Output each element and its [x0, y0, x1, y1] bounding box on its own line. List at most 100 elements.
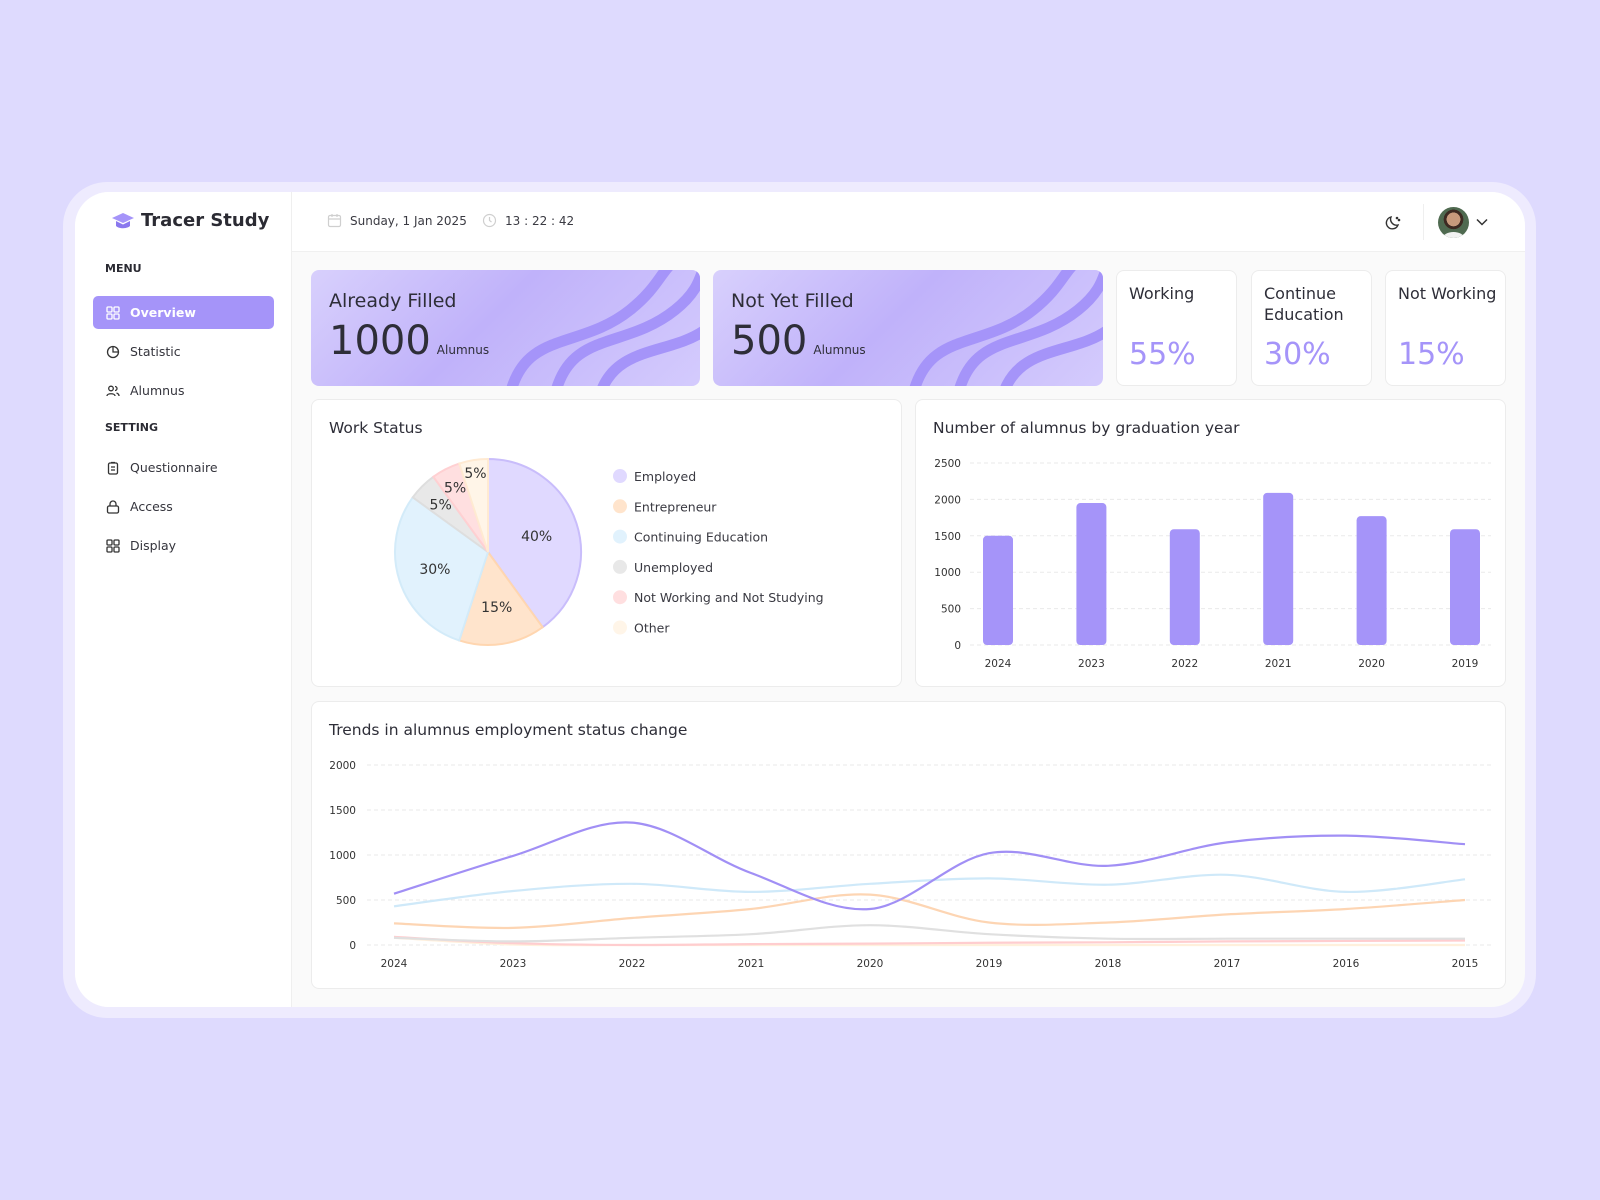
x-tick-label: 2019	[1452, 658, 1479, 670]
clipboard-icon	[107, 461, 119, 475]
stat-label: Not Working	[1398, 284, 1497, 303]
bar	[983, 535, 1013, 645]
calendar-icon	[327, 214, 342, 228]
clock-icon	[482, 213, 497, 228]
chart-title: Work Status	[329, 419, 423, 437]
bar	[1356, 516, 1387, 645]
legend-label: Other	[634, 621, 670, 636]
y-tick-label: 1500	[329, 805, 356, 817]
x-tick-label: 2024	[985, 658, 1012, 670]
x-tick-label: 2023	[500, 958, 527, 970]
series-line	[393, 935, 1466, 947]
sidebar-item-label: Access	[130, 499, 173, 514]
pie-slice	[487, 457, 582, 629]
y-tick-label: 1000	[329, 850, 356, 862]
date-text: Sunday, 1 Jan 2025	[350, 213, 467, 228]
moon-icon[interactable]	[1385, 214, 1402, 231]
bar	[1263, 492, 1294, 645]
logo[interactable]: Tracer Study	[111, 210, 269, 231]
sidebar-item-label: Overview	[130, 305, 196, 320]
y-tick-label: 0	[349, 940, 356, 952]
y-tick-label: 500	[941, 604, 961, 616]
trends-card: Trends in alumnus employment status chan…	[311, 701, 1506, 989]
legend-swatch	[613, 529, 627, 544]
avatar[interactable]	[1438, 207, 1469, 238]
x-tick-label: 2023	[1078, 658, 1105, 670]
wave-decoration	[909, 270, 1103, 386]
bar	[1076, 503, 1107, 645]
grid-icon	[106, 305, 120, 320]
series-line	[393, 893, 1466, 930]
sidebar-item-alumnus[interactable]: Alumnus	[93, 374, 274, 407]
bar-chart: 0 500 1000 1500 2000 2500 2024 2023 2022 2021 2020…	[934, 458, 1491, 670]
sidebar-item-overview[interactable]: Overview	[93, 296, 274, 329]
card-value: 1000 Alumnus	[329, 318, 489, 364]
y-tick-label: 1000	[934, 567, 961, 579]
work-status-card: Work Status 40% Employed 15% Entrepreneur 30…	[311, 399, 902, 687]
pie-chart-icon	[106, 345, 120, 358]
graduation-cap-icon	[112, 212, 134, 228]
sidebar-item-access[interactable]: Access	[93, 490, 274, 523]
x-tick-label: 2017	[1214, 958, 1241, 970]
filled-count: 1000	[329, 318, 431, 364]
y-tick-label: 2500	[934, 458, 961, 470]
unit-label: Alumnus	[436, 343, 490, 357]
x-tick-label: 2016	[1333, 958, 1360, 970]
stat-label: Working	[1129, 284, 1195, 303]
legend-label: Not Working and Not Studying	[634, 590, 824, 605]
date-display: Sunday, 1 Jan 2025	[327, 213, 467, 228]
x-tick-label: 2022	[1171, 658, 1198, 670]
time-display: 13 : 22 : 42	[482, 213, 574, 228]
legend-swatch	[613, 559, 627, 574]
x-tick-label: 2020	[857, 958, 884, 970]
legend-label: Unemployed	[634, 560, 713, 575]
stat-card-not-working: Not Working 15%	[1385, 270, 1506, 386]
x-tick-label: 2019	[976, 958, 1003, 970]
sidebar-item-display[interactable]: Display	[93, 529, 274, 562]
chart-title: Number of alumnus by graduation year	[933, 419, 1240, 437]
y-tick-label: 2000	[934, 494, 961, 506]
stat-card-continue-education: Continue Education 30%	[1251, 270, 1372, 386]
pie-chart: 40% Employed 15% Entrepreneur 30% Continuing …	[394, 457, 824, 646]
x-tick-label: 2024	[381, 958, 408, 970]
sidebar-item-label: Alumnus	[130, 383, 185, 398]
legend-swatch	[613, 469, 627, 483]
series-line	[393, 873, 1466, 908]
pie-label: 5%	[444, 480, 466, 496]
y-tick-label: 0	[954, 640, 961, 652]
sidebar-item-statistic[interactable]: Statistic	[93, 335, 274, 368]
sidebar-item-label: Display	[130, 538, 177, 553]
y-tick-label: 500	[336, 895, 356, 907]
unit-label: Alumnus	[813, 343, 866, 357]
x-tick-label: 2020	[1358, 658, 1385, 670]
chevron-down-icon[interactable]	[1476, 218, 1488, 226]
card-title: Already Filled	[329, 290, 457, 312]
card-title: Not Yet Filled	[731, 290, 854, 312]
time-text: 13 : 22 : 42	[505, 213, 575, 228]
stat-value: 30%	[1264, 337, 1331, 372]
not-filled-card: Not Yet Filled 500 Alumnus	[713, 270, 1103, 386]
grid-icon	[106, 538, 120, 553]
stat-value: 55%	[1129, 337, 1196, 372]
legend-swatch	[613, 620, 627, 635]
pie-label: 5%	[464, 466, 486, 482]
legend-label: Continuing Education	[634, 530, 768, 545]
pie-label: 30%	[419, 562, 450, 578]
y-tick-label: 1500	[934, 531, 961, 543]
series-line	[393, 821, 1466, 911]
sidebar-item-questionnaire[interactable]: Questionnaire	[93, 451, 274, 484]
legend-label: Entrepreneur	[634, 499, 717, 514]
already-filled-card: Already Filled 1000 Alumnus	[311, 270, 700, 386]
not-filled-count: 500	[731, 318, 808, 364]
series-line	[393, 924, 1465, 943]
y-tick-label: 2000	[329, 760, 356, 772]
graduation-year-card: Number of alumnus by graduation year 0 50…	[915, 399, 1506, 687]
sidebar: Tracer Study MENU Overview Statistic Alu…	[75, 192, 292, 1007]
setting-section-label: SETTING	[105, 421, 159, 434]
line-chart: 0 500 1000 1500 2000 2024 2023 2022 2021 2020 2019…	[329, 760, 1492, 970]
card-value: 500 Alumnus	[731, 318, 866, 364]
lock-icon	[106, 499, 120, 514]
app-window: Tracer Study MENU Overview Statistic Alu…	[75, 192, 1525, 1007]
bar	[1169, 529, 1200, 645]
stat-card-working: Working 55%	[1116, 270, 1237, 386]
